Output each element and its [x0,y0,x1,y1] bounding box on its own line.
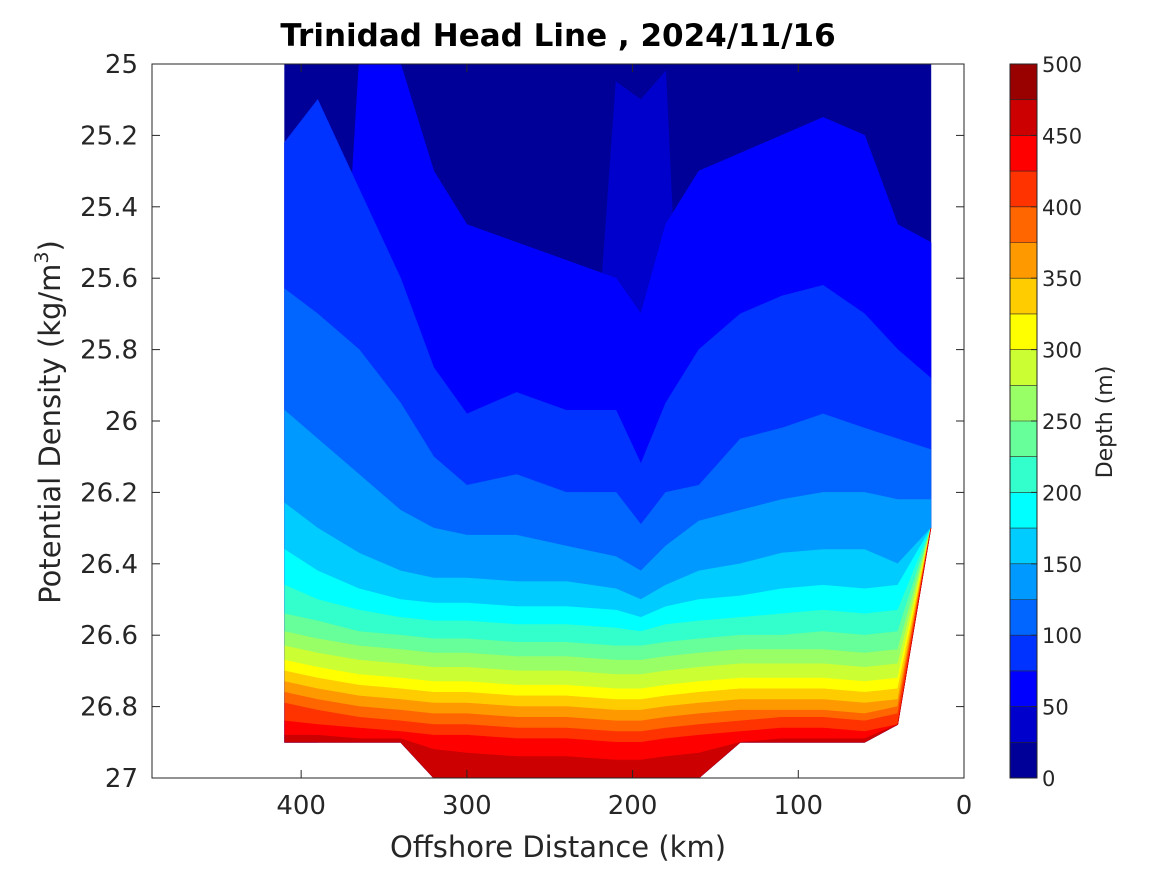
contour-fills [284,64,932,778]
colorbar-swatch [1010,278,1037,315]
colorbar-tick-label: 250 [1042,410,1082,434]
colorbar-swatch [1010,670,1037,707]
colorbar-swatch [1010,492,1037,529]
colorbar-tick-label: 500 [1042,53,1082,77]
colorbar-tick-label: 400 [1042,196,1082,220]
colorbar-tick-label: 450 [1042,124,1082,148]
colorbar-tick-label: 150 [1042,553,1082,577]
colorbar-swatch [1010,99,1037,136]
colorbar-swatch [1010,456,1037,493]
chart-title: Trinidad Head Line , 2024/11/16 [280,18,835,54]
y-axis-label: Potential Density (kg/m3) [31,240,67,604]
colorbar-tick-label: 100 [1042,624,1082,648]
x-tick-label: 0 [956,791,973,821]
y-tick-label: 25 [105,50,138,80]
colorbar-swatch [1010,171,1037,208]
colorbar-tick-label: 300 [1042,339,1082,363]
colorbar-swatch [1010,563,1037,600]
colorbar-swatch [1010,349,1037,386]
y-tick-label: 26.4 [80,550,138,580]
x-tick-label: 400 [276,791,326,821]
contour-band [284,528,932,778]
colorbar-swatch [1010,206,1037,243]
x-tick-label: 200 [608,791,658,821]
x-axis: 400 300 200 100 0 [276,64,972,821]
x-tick-label: 100 [773,791,823,821]
colorbar-swatch [1010,706,1037,743]
y-tick-label: 26.8 [80,693,138,723]
colorbar-tick-label: 350 [1042,267,1082,291]
y-tick-label: 25.2 [80,121,138,151]
y-axis-label-superscript: 3 [31,251,53,263]
colorbar-swatch [1010,635,1037,672]
colorbar-swatch [1010,64,1037,101]
colorbar-swatch [1010,421,1037,458]
x-axis-label: Offshore Distance (km) [390,830,726,864]
y-axis-label-main: Potential Density (kg/m [33,264,67,604]
colorbar-swatch [1010,135,1037,172]
colorbar-swatch [1010,742,1037,779]
y-tick-label: 26.2 [80,478,138,508]
colorbar-swatch [1010,242,1037,279]
colorbar-tick-label: 50 [1042,696,1069,720]
colorbar: 0 50 100 150 200 250 300 350 400 450 500 [1009,53,1082,791]
y-axis-label-close: ) [33,240,67,251]
y-axis: 25 25.2 25.4 25.6 25.8 26 26.2 26.4 26.6 26.8 27 [80,50,964,794]
y-tick-label: 25.4 [80,193,138,223]
y-tick-label: 26 [105,407,138,437]
colorbar-tick-label: 200 [1042,481,1082,505]
y-tick-label: 25.6 [80,264,138,294]
colorbar-tick-label: 0 [1042,767,1055,791]
x-tick-label: 300 [442,791,492,821]
colorbar-swatch [1010,528,1037,565]
y-tick-label: 27 [105,764,138,794]
y-tick-label: 26.6 [80,621,138,651]
y-tick-label: 25.8 [80,336,138,366]
colorbar-swatch [1010,599,1037,636]
colorbar-label: Depth (m) [1093,366,1118,479]
colorbar-swatch [1010,313,1037,350]
colorbar-swatch [1010,385,1037,422]
